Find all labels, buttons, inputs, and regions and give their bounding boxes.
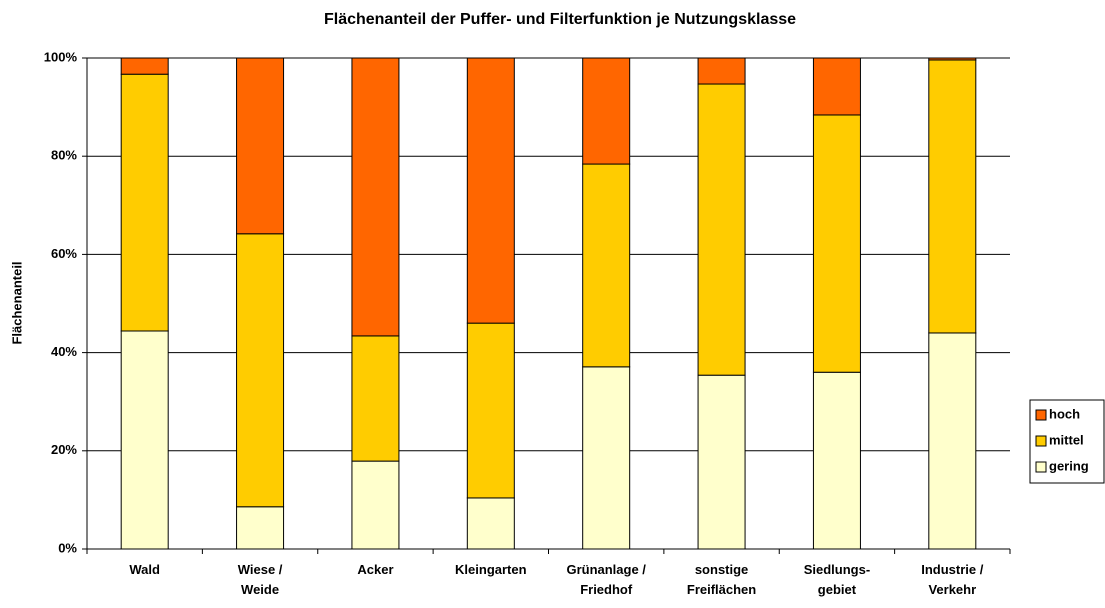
x-tick-label: Wald xyxy=(129,562,160,577)
bar-segment xyxy=(351,460,400,550)
x-tick-label-line: Wald xyxy=(129,562,160,577)
bar-segment xyxy=(582,57,631,165)
x-tick-label-line: Kleingarten xyxy=(455,562,527,577)
bar-segment xyxy=(236,57,285,235)
x-tick-label-line: Wiese / xyxy=(238,562,283,577)
bar-segment xyxy=(120,73,169,332)
x-tick-label: Industrie / Verkehr xyxy=(921,562,984,597)
y-tick-label: 80% xyxy=(51,148,77,163)
chart-title: Flächenanteil der Puffer- und Filterfunk… xyxy=(324,11,796,28)
x-tick-label-line: Weide xyxy=(241,582,279,597)
x-tick-label-line: Acker xyxy=(357,562,393,577)
bar-segment xyxy=(697,83,746,376)
x-tick-label-line: Siedlungs- xyxy=(804,562,870,577)
bar-segment xyxy=(236,233,285,508)
x-tick-label: Kleingarten xyxy=(455,562,527,577)
x-tick-label-line: Freiflächen xyxy=(687,582,756,597)
bar-segment xyxy=(812,371,861,550)
bar-segment xyxy=(351,335,400,462)
legend-label: mittel xyxy=(1049,432,1084,447)
y-tick-label: 20% xyxy=(51,442,77,457)
bar-segment xyxy=(120,330,169,550)
bar-segment xyxy=(466,322,515,499)
x-tick-label: sonstige Freiflächen xyxy=(687,562,756,597)
x-tick-label-line: Industrie / xyxy=(921,562,984,577)
x-tick-label: Siedlungs-gebiet xyxy=(804,562,870,597)
x-tick-label: Acker xyxy=(357,562,393,577)
y-tick-label: 0% xyxy=(58,540,77,555)
bar-segment xyxy=(351,57,400,337)
bar-segment xyxy=(120,57,169,75)
legend-label: gering xyxy=(1049,458,1089,473)
x-tick-label-line: Grünanlage / xyxy=(566,562,646,577)
x-tick-label-line: Friedhof xyxy=(580,582,633,597)
legend-label: hoch xyxy=(1049,406,1080,421)
bar-segment xyxy=(582,366,631,550)
bar-segment xyxy=(928,59,977,334)
x-tick-label: Wiese / Weide xyxy=(238,562,283,597)
x-tick-label-line: gebiet xyxy=(818,582,857,597)
legend-swatch xyxy=(1035,435,1047,447)
legend-swatch xyxy=(1035,409,1047,421)
bar-segment xyxy=(812,57,861,116)
bar-segment xyxy=(697,57,746,85)
bar-segment xyxy=(466,497,515,550)
bar-segment xyxy=(928,332,977,550)
y-axis-label: Flächenanteil xyxy=(9,261,24,344)
x-tick-label-line: Verkehr xyxy=(928,582,976,597)
y-tick-label: 60% xyxy=(51,246,77,261)
bar-segment xyxy=(582,163,631,368)
bar-segment xyxy=(928,57,977,61)
x-tick-label-line: sonstige xyxy=(695,562,748,577)
y-tick-label: 100% xyxy=(44,49,78,64)
bar-segment xyxy=(236,506,285,550)
bar-segment xyxy=(697,374,746,550)
bar-segment xyxy=(466,57,515,324)
x-tick-label: Grünanlage / Friedhof xyxy=(566,562,646,597)
y-tick-label: 40% xyxy=(51,344,77,359)
legend-swatch xyxy=(1035,461,1047,473)
bar-segment xyxy=(812,114,861,373)
